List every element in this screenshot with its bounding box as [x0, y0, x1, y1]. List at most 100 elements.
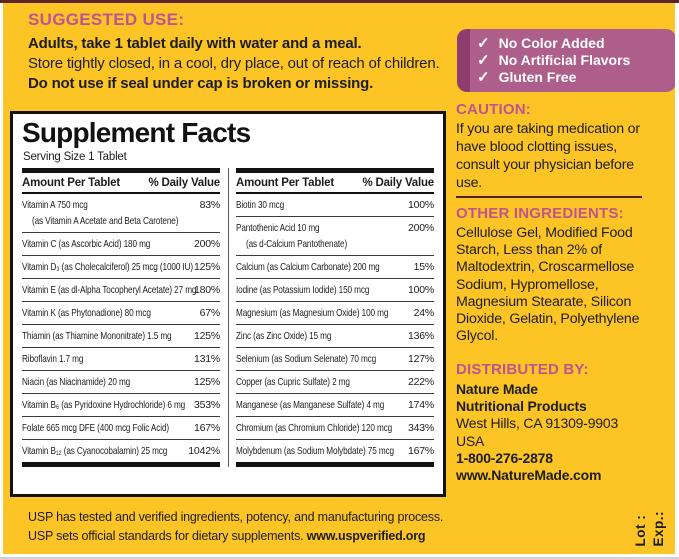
amount-header: Amount Per Tablet [22, 176, 120, 189]
usp-line1: USP has tested and verified ingredients,… [28, 510, 444, 524]
nutrient-name: Vitamin C (as Ascorbic Acid) 180 mg [22, 237, 151, 250]
badge-item: ✓ No Artificial Flavors [477, 52, 670, 69]
claims-badge-box: ✓ No Color Added ✓ No Artificial Flavors ✓ Gl… [457, 29, 676, 92]
daily-value: 167% [193, 421, 220, 434]
supplement-facts-title: Supplement Facts [22, 117, 251, 148]
daily-value: 125% [193, 260, 220, 273]
photo-edge-right [675, 3, 679, 559]
facts-column-right: Amount Per Tablet % Daily Value Biotin 3… [236, 167, 434, 467]
column-header: Amount Per Tablet % Daily Value [236, 173, 434, 194]
nutrient-name: Folate 665 mcg DFE (400 mcg Folic Acid) [22, 421, 170, 434]
badge-item: ✓ No Color Added [477, 35, 670, 52]
table-row: Vitamin B₁₂ (as Cyanocobalamin) 25 mcg 10… [22, 440, 220, 462]
distributed-by-heading: DISTRIBUTED BY: [456, 361, 589, 378]
serving-size: Serving Size 1 Tablet [23, 150, 127, 163]
table-row: Zinc (as Zinc Oxide) 15 mg 136% [236, 325, 434, 348]
table-row: Copper (as Cupric Sulfate) 2 mg 222% [236, 371, 434, 394]
footer-bar [236, 461, 434, 467]
daily-value: 200% [193, 237, 220, 250]
usp-website: www.uspverified.org [306, 528, 426, 543]
distributor-name: Nature Made [456, 381, 538, 397]
table-row: Thiamin (as Thiamine Mononitrate) 1.5 mg… [22, 325, 220, 348]
nutrient-name: Molybdenum (as Sodium Molybdate) 75 mcg [236, 444, 394, 457]
daily-value: 125% [193, 375, 220, 388]
table-row: Selenium (as Sodium Selenate) 70 mcg 127% [236, 348, 434, 371]
distributor-website: www.NatureMade.com [456, 467, 602, 484]
daily-value: 100% [407, 283, 434, 296]
daily-value-header: % Daily Value [148, 176, 220, 189]
table-row: Pantothenic Acid 10 mg (as d-Calcium Pant… [236, 217, 434, 256]
table-row: Vitamin C (as Ascorbic Acid) 180 mg 200% [22, 233, 220, 256]
lot-label: Lot : [633, 515, 648, 547]
suggested-use-line1: Adults, take 1 tablet daily with water a… [28, 35, 362, 52]
badge-label: No Color Added [498, 35, 605, 51]
badge-label: Gluten Free [498, 69, 577, 85]
header-bar [22, 167, 220, 173]
daily-value: 200% [407, 221, 434, 234]
lot-exp-section: Lot : Exp.: [633, 511, 666, 547]
daily-value: 353% [193, 398, 220, 411]
daily-value: 174% [407, 398, 434, 411]
nutrient-name: Zinc (as Zinc Oxide) 15 mg [236, 329, 332, 342]
suggested-use-line2: Store tightly closed, in a cool, dry pla… [28, 55, 440, 73]
nutrient-name: Pantothenic Acid 10 mg [236, 221, 320, 234]
table-row: Chromium (as Chromium Chloride) 120 mcg 3… [236, 417, 434, 440]
facts-columns: Amount Per Tablet % Daily Value Vitamin … [22, 167, 434, 467]
table-row: Magnesium (as Magnesium Oxide) 100 mg 24% [236, 302, 434, 325]
facts-column-left: Amount Per Tablet % Daily Value Vitamin … [22, 167, 220, 467]
checkmark-icon: ✓ [477, 52, 490, 69]
usp-line2-text: USP sets official standards for dietary … [28, 528, 307, 543]
nutrient-name: Selenium (as Sodium Selenate) 70 mcg [236, 352, 377, 365]
usp-section: USP has tested and verified ingredients,… [28, 508, 473, 546]
photo-edge-bottom [0, 554, 679, 559]
header-bar [236, 167, 434, 173]
other-ingredients-body: Cellulose Gel, Modified Food Starch, Les… [456, 225, 640, 345]
daily-value: 222% [407, 375, 434, 388]
caution-heading: CAUTION: [456, 101, 531, 118]
suggested-use-section: SUGGESTED USE: Adults, take 1 tablet dai… [28, 10, 460, 94]
nutrient-name: Vitamin A 750 mcg [22, 198, 88, 211]
suggested-use-line3: Do not use if seal under cap is broken o… [28, 75, 374, 93]
table-row: Manganese (as Manganese Sulfate) 4 mg 174… [236, 394, 434, 417]
nutrient-name: Niacin (as Niacinamide) 20 mg [22, 375, 131, 388]
exp-label: Exp.: [651, 511, 666, 547]
daily-value: 125% [193, 329, 220, 342]
table-row: Molybdenum (as Sodium Molybdate) 75 mcg 1… [236, 440, 434, 462]
table-row: Vitamin B₆ (as Pyridoxine Hydrochloride)… [22, 394, 220, 417]
daily-value: 1042% [188, 444, 220, 457]
nutrient-subtext: (as d-Calcium Pantothenate) [246, 237, 348, 250]
daily-value: 100% [407, 198, 434, 211]
distributor-address: West Hills, CA 91309-9903 [456, 415, 619, 432]
nutrient-name: Vitamin B₁₂ (as Cyanocobalamin) 25 mcg [22, 444, 168, 457]
distributor-country: USA [456, 432, 485, 449]
distributor-phone: 1-800-276-2878 [456, 449, 553, 466]
nutrient-name: Riboflavin 1.7 mg [22, 352, 84, 365]
daily-value: 131% [193, 352, 220, 365]
daily-value: 67% [199, 306, 221, 319]
other-ingredients-heading: OTHER INGREDIENTS: [456, 205, 624, 222]
amount-header: Amount Per Tablet [236, 176, 334, 189]
nutrient-name: Vitamin D₃ (as Cholecalciferol) 25 mcg (… [22, 260, 193, 273]
daily-value: 180% [193, 283, 220, 296]
daily-value: 136% [407, 329, 434, 342]
daily-value: 83% [199, 198, 221, 211]
badge-label: No Artificial Flavors [498, 52, 631, 68]
distributor-name2: Nutritional Products [456, 398, 587, 415]
daily-value-header: % Daily Value [362, 176, 434, 189]
nutrient-name: Iodine (as Potassium Iodide) 150 mcg [236, 283, 370, 296]
daily-value: 24% [413, 306, 435, 319]
nutrient-rows-right: Biotin 30 mcg 100% Pantothenic Acid 10 mg (… [236, 194, 434, 462]
other-ingredients-section: OTHER INGREDIENTS: Cellulose Gel, Modifi… [456, 205, 658, 345]
table-row: Niacin (as Niacinamide) 20 mg 125% [22, 371, 220, 394]
nutrient-name: Thiamin (as Thiamine Mononitrate) 1.5 mg [22, 329, 172, 342]
table-row: Folate 665 mcg DFE (400 mcg Folic Acid) 1… [22, 417, 220, 440]
nutrient-rows-left: Vitamin A 750 mcg (as Vitamin A Acetate a… [22, 194, 220, 462]
table-row: Biotin 30 mcg 100% [236, 194, 434, 217]
table-row: Vitamin A 750 mcg (as Vitamin A Acetate a… [22, 194, 220, 233]
nutrient-name: Biotin 30 mcg [236, 198, 285, 211]
nutrient-name: Vitamin E (as dl-Alpha Tocopheryl Acetat… [22, 283, 197, 296]
nutrient-name: Magnesium (as Magnesium Oxide) 100 mg [236, 306, 389, 319]
table-row: Calcium (as Calcium Carbonate) 200 mg 15% [236, 256, 434, 279]
table-row: Riboflavin 1.7 mg 131% [22, 348, 220, 371]
